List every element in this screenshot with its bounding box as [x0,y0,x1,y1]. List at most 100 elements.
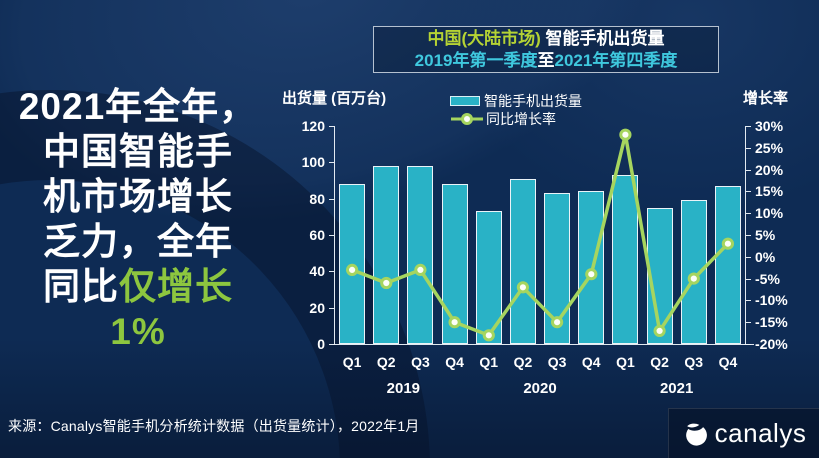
x-axis-year-label: 2020 [523,380,557,397]
left-axis-tick-label: 80 [309,190,325,207]
right-axis-tick-label: -5% [755,270,780,287]
right-axis-tick-label: -10% [755,292,788,309]
right-axis-tick-label: 10% [755,205,784,222]
right-axis-tick-label: 0% [755,248,776,265]
right-axis-tick-label: 25% [755,139,784,156]
canalys-wordmark: canalys [714,418,807,448]
shipment-bar-2019-Q3 [407,165,434,344]
headline-line: 机市场增长 [43,176,233,217]
right-axis-tick-label: 20% [755,161,784,178]
x-axis-quarter-label: Q3 [547,354,567,370]
right-axis-tick [746,126,751,127]
x-axis-quarter-label: Q4 [718,354,738,370]
legend-label: 智能手机出货量 [484,93,582,109]
x-axis-quarter-label: Q2 [650,354,669,370]
growth-marker: -4% [585,268,598,281]
right-axis-tick [746,344,751,345]
chart-title: 中国(大陆市场) 智能手机出货量 [427,29,665,48]
shipment-bar-2019-Q2 [373,165,400,344]
right-axis-tick-label: -20% [755,336,788,352]
growth-marker: -18% [482,329,495,342]
left-axis-tick-label: 20 [309,299,325,316]
canalys-logo: canalys [668,408,819,458]
left-axis-tick [329,271,334,273]
growth-line-layer: -3% -6% -3% -15% -18% -7% -15% -4% 28% -17% -5% 3% [346,128,734,342]
x-axis-quarter-label: Q3 [684,354,704,370]
canalys-swoosh-icon [685,423,707,446]
right-axis-tick-label: 5% [755,227,776,243]
left-axis-line [334,126,335,345]
x-axis-year-label: 2019 [386,380,421,397]
growth-marker: -5% [687,272,700,285]
right-axis-title: 增长率 [743,90,789,107]
line-swatch-icon [451,113,483,125]
x-axis-line [334,344,754,345]
growth-marker: -17% [653,324,666,337]
right-axis-tick-label: 15% [755,183,784,200]
shipment-bar-2020-Q2 [509,178,536,344]
left-axis-tick [329,344,334,345]
right-axis-tick [746,278,751,280]
growth-marker: -7% [516,281,529,294]
legend-label: 同比增长率 [486,111,556,127]
left-axis-tick [329,162,334,164]
plot-area: 0 20 40 60 80 100 120 30% 25% 20% 15% 10% 5% 0% -5% -10… [302,118,788,397]
headline-accent-text: 仅增长 [119,266,233,307]
right-axis-tick [746,235,751,236]
growth-marker: -15% [448,316,461,329]
right-axis-tick [746,300,751,302]
growth-marker: 28% [619,128,632,141]
left-axis-tick [329,198,334,200]
left-axis-tick [329,235,334,236]
headline-line: 中国智能手 [43,131,233,172]
right-axis-tick [746,213,751,215]
shipment-bar-2021-Q1 [612,175,639,344]
left-axis-tick-label: 0 [317,336,325,352]
x-axis-year-label: 2021 [659,380,694,397]
legend-item-growth: 同比增长率 [450,110,582,128]
headline-line: 乏力，全年 [43,221,233,262]
shipment-bar-2020-Q4 [578,191,605,344]
legend: 智能手机出货量 同比增长率 [450,92,582,128]
x-axis-quarter-label: Q1 [479,354,499,370]
chart-title-box: 中国(大陆市场) 智能手机出货量 2019年第一季度至2021年第四季度 [373,26,719,73]
right-axis-tick-label: -15% [755,314,788,331]
bar-swatch-icon [450,96,480,106]
left-axis-tick-label: 120 [301,118,325,134]
left-axis-title: 出货量 (百万台) [282,90,387,107]
x-axis-quarter-label: Q4 [581,354,601,370]
growth-marker: -15% [551,316,564,329]
growth-marker: -6% [380,276,393,290]
left-axis-tick-label: 100 [301,154,325,171]
growth-line [351,134,730,338]
shipment-bar-2021-Q4 [714,185,741,344]
x-axis-quarter-label: Q1 [342,354,362,370]
right-axis-tick [746,322,751,324]
left-axis-tick-label: 40 [309,263,325,280]
right-axis-tick [746,147,751,149]
x-axis-quarter-label: Q1 [616,354,635,370]
headline-line: 2021年全年， [18,86,258,127]
headline-line: 同比仅增长 [43,266,233,307]
x-axis-quarter-label: Q3 [411,354,430,370]
x-axis-quarter-label: Q2 [376,354,396,370]
growth-marker: -3% [346,263,359,276]
legend-item-shipments: 智能手机出货量 [450,92,582,110]
growth-marker: -3% [414,263,427,276]
left-axis-tick [329,307,334,309]
headline-accent-text: 1% [110,311,166,352]
growth-marker: 3% [721,237,734,250]
left-axis-tick [329,126,334,127]
chart-subtitle: 2019年第一季度至2021年第四季度 [414,51,678,70]
x-axis-quarter-label: Q2 [513,354,533,370]
headline: 2021年全年， 中国智能手 机市场增长 乏力，全年 同比仅增长 1% [5,84,271,354]
right-axis-tick [746,256,751,258]
right-axis-tick [746,169,751,171]
source-note: 来源：Canalys智能手机分析统计数据（出货量统计），2022年1月 [8,418,420,434]
x-axis-quarter-label: Q4 [445,354,464,370]
right-axis-line [745,126,746,345]
right-axis-tick-label: 30% [755,118,784,134]
right-axis-tick [746,191,751,193]
left-axis-tick-label: 60 [309,227,325,243]
